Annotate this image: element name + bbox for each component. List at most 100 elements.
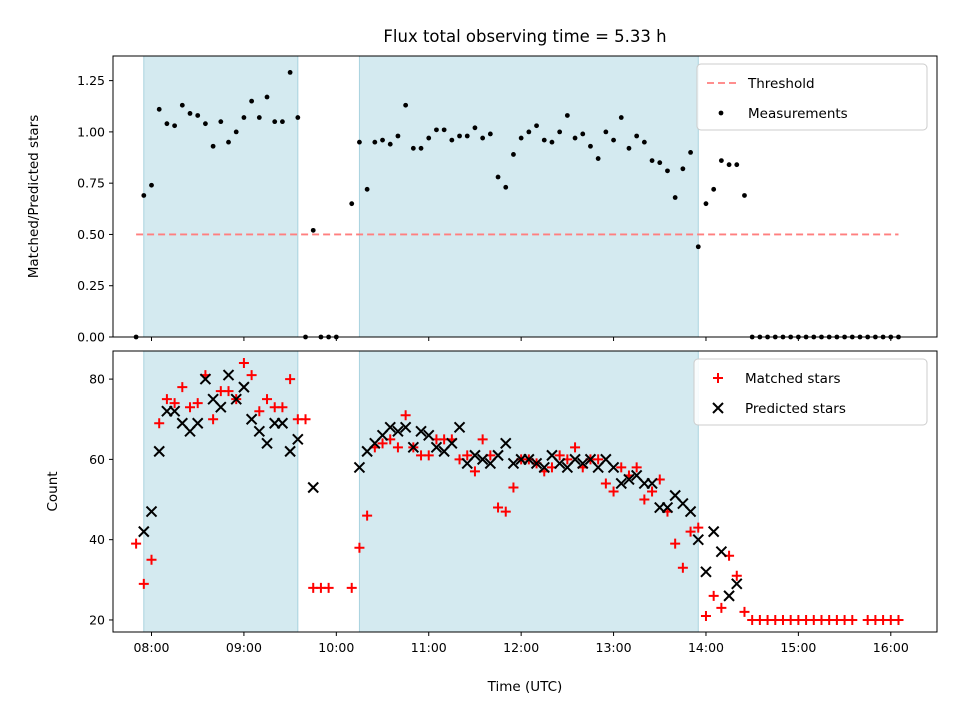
matched-star-point <box>847 614 858 625</box>
matched-star-point <box>477 434 488 445</box>
measurement-point <box>380 137 385 143</box>
matched-star-point <box>716 602 727 613</box>
shaded-interval-1 <box>143 351 298 632</box>
predicted-star-point <box>492 449 504 462</box>
measurement-point <box>742 193 747 198</box>
top-y-axis-label: Matched/Predicted stars <box>26 115 42 278</box>
matched-star-point <box>423 450 434 461</box>
measurement-point <box>210 143 216 149</box>
matched-star-point <box>469 466 480 477</box>
matched-star-point <box>377 438 388 449</box>
measurement-point <box>618 115 624 120</box>
predicted-star-point <box>684 505 697 518</box>
predicted-star-point <box>415 425 427 437</box>
measurement-point <box>172 123 178 129</box>
predicted-star-point <box>723 590 735 602</box>
y-tick-label: 20 <box>89 612 105 627</box>
predicted-star-point <box>307 481 319 494</box>
predicted-star-point <box>245 413 258 425</box>
x-tick-label: 08:00 <box>133 640 169 655</box>
predicted-star-point <box>192 417 204 429</box>
measurement-point <box>711 186 717 192</box>
chart-title: Flux total observing time = 5.33 h <box>383 27 666 46</box>
predicted-star-point <box>238 381 250 393</box>
measurement-point <box>680 166 686 172</box>
matched-star-point <box>300 414 311 425</box>
predicted-star-point <box>715 546 728 558</box>
y-tick-label: 0.75 <box>77 176 105 191</box>
measurement-point <box>179 102 185 108</box>
x-tick-label: 11:00 <box>411 640 447 655</box>
top-plot-frame <box>112 55 938 338</box>
matched-star-point <box>169 398 180 409</box>
matched-star-point <box>138 578 149 589</box>
predicted-star-point <box>661 501 674 514</box>
matched-star-point <box>208 414 219 425</box>
measurement-point <box>641 139 647 145</box>
measurement-point <box>287 70 293 75</box>
x-tick-label: 12:00 <box>503 640 539 655</box>
predicted-star-point <box>731 578 743 590</box>
predicted-star-point <box>153 445 165 458</box>
measurement-point <box>572 135 578 141</box>
measurement-point <box>588 143 593 149</box>
y-tick-label: 1.00 <box>77 124 105 139</box>
predicted-star-point <box>469 449 481 462</box>
matched-star-point <box>616 462 627 473</box>
measurement-point <box>195 113 201 118</box>
predicted-star-point <box>230 393 242 405</box>
matched-star-point <box>154 418 165 429</box>
measurement-point <box>349 201 355 207</box>
predicted-star-point <box>700 566 712 578</box>
measurement-point <box>534 123 539 129</box>
matched-star-point <box>731 570 742 581</box>
legend-box <box>696 63 928 131</box>
legend-marker <box>712 402 724 414</box>
measurement-point <box>364 186 370 192</box>
legend-label: Measurements <box>748 106 848 122</box>
legend-box <box>693 358 928 426</box>
measurement-point <box>734 162 740 168</box>
measurement-point <box>449 137 455 143</box>
measurement-point <box>141 193 147 198</box>
bottom-y-axis-label: Count <box>45 471 61 511</box>
measurement-point <box>395 133 401 139</box>
measurement-point <box>564 113 570 118</box>
measurement-point <box>688 150 693 155</box>
predicted-star-point <box>430 441 443 454</box>
matched-star-point <box>323 582 334 593</box>
measurement-point <box>672 195 678 200</box>
measurement-point <box>203 121 208 127</box>
x-tick-label: 10:00 <box>318 640 354 655</box>
measurement-point <box>495 174 501 180</box>
measurement-point <box>611 137 616 143</box>
x-tick-label: 16:00 <box>873 640 909 655</box>
measurement-point <box>418 145 424 151</box>
matched-star-point <box>500 506 511 517</box>
measurement-point <box>464 133 470 139</box>
measurement-point <box>487 131 493 137</box>
matched-star-point <box>554 450 565 461</box>
predicted-star-point <box>615 477 627 490</box>
measurement-point <box>541 137 547 143</box>
measurement-point <box>580 131 586 137</box>
measurement-point <box>626 145 632 151</box>
matched-star-point <box>670 538 681 549</box>
matched-star-point <box>277 402 288 413</box>
predicted-star-point <box>384 421 396 433</box>
measurement-point <box>549 139 555 145</box>
bottom-series <box>131 358 904 625</box>
measurement-point <box>457 133 462 139</box>
predicted-star-point <box>353 461 366 474</box>
x-axis-label: Time (UTC) <box>487 679 563 695</box>
predicted-star-point <box>168 405 181 417</box>
matched-star-point <box>593 454 604 465</box>
legend-label: Predicted stars <box>745 401 846 417</box>
y-tick-label: 0.25 <box>77 278 105 293</box>
predicted-star-point <box>623 473 635 486</box>
measurement-point <box>657 160 663 166</box>
measurement-point <box>726 162 732 168</box>
measurement-point <box>249 98 255 104</box>
matched-star-point <box>570 442 581 453</box>
measurement-point <box>718 158 724 164</box>
